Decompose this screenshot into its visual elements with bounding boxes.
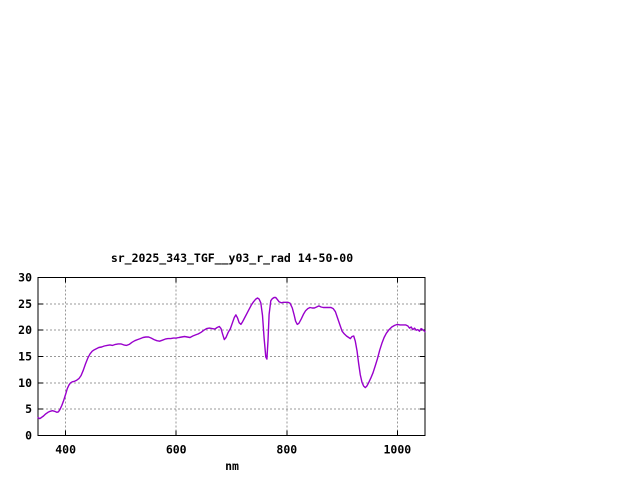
y-tick-label: 30 <box>18 271 32 285</box>
x-tick-label: 800 <box>276 443 297 457</box>
x-tick-label: 1000 <box>384 443 412 457</box>
x-tick-label: 600 <box>166 443 187 457</box>
y-tick-label: 10 <box>18 376 32 390</box>
x-axis-label: nm <box>225 459 239 473</box>
spectrum-line <box>37 296 426 420</box>
chart-title: sr_2025_343_TGF__y03_r_rad 14-50-00 <box>111 251 353 266</box>
y-tick-label: 0 <box>25 429 32 443</box>
y-tick-label: 5 <box>25 402 32 416</box>
gridlines <box>38 277 425 436</box>
chart-layers: 400 600 800 1000 0 5 10 15 20 25 30 <box>18 271 426 457</box>
y-tick-label: 20 <box>18 323 32 337</box>
y-tick-label: 25 <box>18 297 32 311</box>
x-tick-label: 400 <box>55 443 76 457</box>
y-tick-label: 15 <box>18 350 32 364</box>
plot-border <box>37 277 426 436</box>
tick-labels: 400 600 800 1000 0 5 10 15 20 25 30 <box>18 271 411 457</box>
